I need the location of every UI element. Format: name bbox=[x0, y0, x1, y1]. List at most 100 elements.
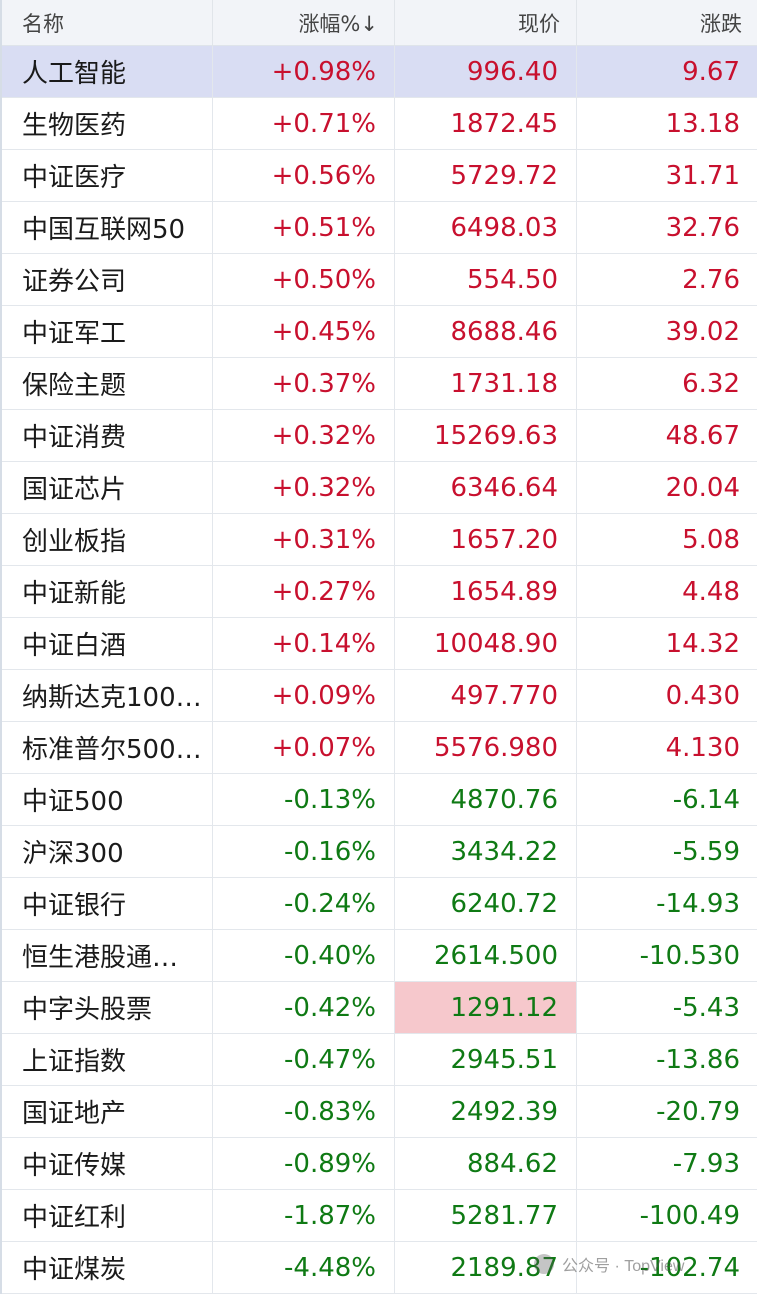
table-row[interactable]: 中证500 -0.13% 4870.76 -6.14 bbox=[2, 774, 757, 826]
name-cell: 标准普尔500… bbox=[2, 722, 213, 773]
name-cell: 中证煤炭 bbox=[2, 1242, 213, 1293]
change-pct-cell: +0.56% bbox=[213, 150, 395, 201]
change-pct-cell: +0.14% bbox=[213, 618, 395, 669]
price-cell: 15269.63 bbox=[395, 410, 577, 461]
price-cell: 996.40 bbox=[395, 46, 577, 97]
change-cell: 9.67 bbox=[577, 46, 757, 97]
change-cell: 5.08 bbox=[577, 514, 757, 565]
table-row[interactable]: 中证红利 -1.87% 5281.77 -100.49 bbox=[2, 1190, 757, 1242]
change-cell: 32.76 bbox=[577, 202, 757, 253]
name-cell: 中国互联网50 bbox=[2, 202, 213, 253]
name-cell: 恒生港股通… bbox=[2, 930, 213, 981]
change-cell: -10.530 bbox=[577, 930, 757, 981]
name-cell: 中证消费 bbox=[2, 410, 213, 461]
table-row[interactable]: 保险主题 +0.37% 1731.18 6.32 bbox=[2, 358, 757, 410]
change-pct-cell: +0.98% bbox=[213, 46, 395, 97]
name-cell: 中证传媒 bbox=[2, 1138, 213, 1189]
table-row[interactable]: 生物医药 +0.71% 1872.45 13.18 bbox=[2, 98, 757, 150]
table-row[interactable]: 中证消费 +0.32% 15269.63 48.67 bbox=[2, 410, 757, 462]
change-pct-cell: +0.32% bbox=[213, 410, 395, 461]
change-pct-cell: -0.47% bbox=[213, 1034, 395, 1085]
change-pct-cell: +0.09% bbox=[213, 670, 395, 721]
price-cell: 554.50 bbox=[395, 254, 577, 305]
table-row[interactable]: 国证地产 -0.83% 2492.39 -20.79 bbox=[2, 1086, 757, 1138]
price-cell: 5729.72 bbox=[395, 150, 577, 201]
table-row[interactable]: 标准普尔500… +0.07% 5576.980 4.130 bbox=[2, 722, 757, 774]
column-header-name[interactable]: 名称 bbox=[2, 0, 213, 45]
change-cell: 6.32 bbox=[577, 358, 757, 409]
change-cell: -14.93 bbox=[577, 878, 757, 929]
change-cell: -102.74 bbox=[577, 1242, 757, 1293]
change-pct-cell: +0.71% bbox=[213, 98, 395, 149]
table-row[interactable]: 中证白酒 +0.14% 10048.90 14.32 bbox=[2, 618, 757, 670]
change-cell: 0.430 bbox=[577, 670, 757, 721]
change-cell: -7.93 bbox=[577, 1138, 757, 1189]
price-cell: 4870.76 bbox=[395, 774, 577, 825]
table-row[interactable]: 人工智能 +0.98% 996.40 9.67 bbox=[2, 46, 757, 98]
name-cell: 沪深300 bbox=[2, 826, 213, 877]
price-cell: 6240.72 bbox=[395, 878, 577, 929]
table-row[interactable]: 中证医疗 +0.56% 5729.72 31.71 bbox=[2, 150, 757, 202]
table-row[interactable]: 证券公司 +0.50% 554.50 2.76 bbox=[2, 254, 757, 306]
change-pct-cell: +0.45% bbox=[213, 306, 395, 357]
price-cell: 2492.39 bbox=[395, 1086, 577, 1137]
name-cell: 中证白酒 bbox=[2, 618, 213, 669]
price-cell: 5576.980 bbox=[395, 722, 577, 773]
change-pct-cell: -0.13% bbox=[213, 774, 395, 825]
name-cell: 中证500 bbox=[2, 774, 213, 825]
name-cell: 证券公司 bbox=[2, 254, 213, 305]
name-cell: 中证银行 bbox=[2, 878, 213, 929]
table-row[interactable]: 上证指数 -0.47% 2945.51 -13.86 bbox=[2, 1034, 757, 1086]
price-cell: 1731.18 bbox=[395, 358, 577, 409]
column-header-change[interactable]: 涨跌 bbox=[577, 0, 757, 45]
price-cell: 1872.45 bbox=[395, 98, 577, 149]
column-header-price[interactable]: 现价 bbox=[395, 0, 577, 45]
price-cell: 2614.500 bbox=[395, 930, 577, 981]
change-cell: -13.86 bbox=[577, 1034, 757, 1085]
change-cell: -5.43 bbox=[577, 982, 757, 1033]
name-cell: 生物医药 bbox=[2, 98, 213, 149]
name-cell: 中字头股票 bbox=[2, 982, 213, 1033]
table-row[interactable]: 中字头股票 -0.42% 1291.12 -5.43 bbox=[2, 982, 757, 1034]
price-cell: 497.770 bbox=[395, 670, 577, 721]
table-row[interactable]: 中国互联网50 +0.51% 6498.03 32.76 bbox=[2, 202, 757, 254]
price-cell: 5281.77 bbox=[395, 1190, 577, 1241]
table-row[interactable]: 沪深300 -0.16% 3434.22 -5.59 bbox=[2, 826, 757, 878]
change-pct-cell: -0.24% bbox=[213, 878, 395, 929]
table-row[interactable]: 中证传媒 -0.89% 884.62 -7.93 bbox=[2, 1138, 757, 1190]
name-cell: 国证地产 bbox=[2, 1086, 213, 1137]
price-cell: 1657.20 bbox=[395, 514, 577, 565]
change-cell: 39.02 bbox=[577, 306, 757, 357]
change-cell: 2.76 bbox=[577, 254, 757, 305]
change-cell: -100.49 bbox=[577, 1190, 757, 1241]
change-cell: 20.04 bbox=[577, 462, 757, 513]
table-row[interactable]: 恒生港股通… -0.40% 2614.500 -10.530 bbox=[2, 930, 757, 982]
change-cell: -20.79 bbox=[577, 1086, 757, 1137]
change-pct-cell: +0.51% bbox=[213, 202, 395, 253]
name-cell: 国证芯片 bbox=[2, 462, 213, 513]
change-pct-cell: +0.50% bbox=[213, 254, 395, 305]
table-row[interactable]: 中证军工 +0.45% 8688.46 39.02 bbox=[2, 306, 757, 358]
column-header-change-pct[interactable]: 涨幅%↓ bbox=[213, 0, 395, 45]
name-cell: 中证医疗 bbox=[2, 150, 213, 201]
price-cell: 6346.64 bbox=[395, 462, 577, 513]
change-cell: 13.18 bbox=[577, 98, 757, 149]
table-header: 名称 涨幅%↓ 现价 涨跌 bbox=[2, 0, 757, 46]
table-row[interactable]: 国证芯片 +0.32% 6346.64 20.04 bbox=[2, 462, 757, 514]
change-pct-cell: -4.48% bbox=[213, 1242, 395, 1293]
name-cell: 保险主题 bbox=[2, 358, 213, 409]
price-cell: 3434.22 bbox=[395, 826, 577, 877]
change-pct-cell: +0.07% bbox=[213, 722, 395, 773]
change-pct-cell: +0.31% bbox=[213, 514, 395, 565]
change-pct-cell: +0.27% bbox=[213, 566, 395, 617]
price-cell: 1654.89 bbox=[395, 566, 577, 617]
table-row[interactable]: 纳斯达克100… +0.09% 497.770 0.430 bbox=[2, 670, 757, 722]
table-row[interactable]: 中证新能 +0.27% 1654.89 4.48 bbox=[2, 566, 757, 618]
table-row[interactable]: 中证煤炭 -4.48% 2189.87 -102.74 bbox=[2, 1242, 757, 1294]
wechat-icon bbox=[534, 1254, 554, 1274]
table-row[interactable]: 创业板指 +0.31% 1657.20 5.08 bbox=[2, 514, 757, 566]
table-row[interactable]: 中证银行 -0.24% 6240.72 -14.93 bbox=[2, 878, 757, 930]
name-cell: 中证新能 bbox=[2, 566, 213, 617]
price-cell: 1291.12 bbox=[395, 982, 577, 1033]
price-cell: 10048.90 bbox=[395, 618, 577, 669]
